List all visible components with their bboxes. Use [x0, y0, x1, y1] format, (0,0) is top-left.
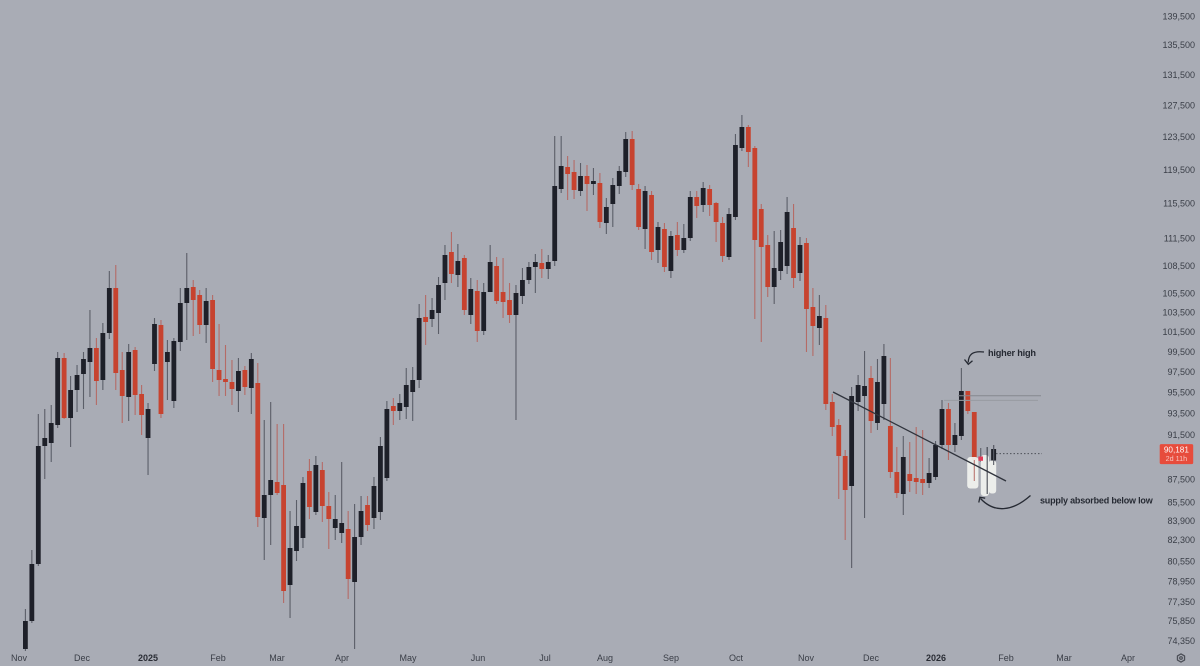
- svg-text:Nov: Nov: [798, 653, 815, 663]
- svg-text:Dec: Dec: [863, 653, 880, 663]
- svg-text:Dec: Dec: [74, 653, 91, 663]
- svg-text:higher high: higher high: [988, 348, 1036, 358]
- svg-text:May: May: [399, 653, 417, 663]
- svg-text:Jul: Jul: [539, 653, 551, 663]
- svg-text:115,500: 115,500: [1163, 199, 1195, 209]
- svg-text:Apr: Apr: [1121, 653, 1135, 663]
- svg-text:77,350: 77,350: [1167, 597, 1195, 607]
- svg-text:Apr: Apr: [335, 653, 349, 663]
- svg-text:101,500: 101,500: [1162, 327, 1195, 337]
- svg-text:Sep: Sep: [663, 653, 679, 663]
- svg-text:75,850: 75,850: [1167, 616, 1195, 626]
- svg-text:78,950: 78,950: [1167, 577, 1195, 587]
- svg-text:Nov: Nov: [11, 653, 28, 663]
- svg-text:135,500: 135,500: [1162, 40, 1195, 50]
- svg-text:99,500: 99,500: [1167, 347, 1195, 357]
- svg-text:139,500: 139,500: [1162, 11, 1195, 21]
- svg-text:93,500: 93,500: [1167, 409, 1195, 419]
- svg-text:91,500: 91,500: [1167, 430, 1195, 440]
- svg-text:85,500: 85,500: [1167, 497, 1195, 507]
- svg-text:108,500: 108,500: [1162, 261, 1195, 271]
- svg-text:80,550: 80,550: [1167, 557, 1195, 567]
- svg-text:Jun: Jun: [471, 653, 486, 663]
- svg-text:87,500: 87,500: [1167, 474, 1195, 484]
- svg-text:105,500: 105,500: [1162, 289, 1195, 299]
- svg-text:123,500: 123,500: [1162, 132, 1195, 142]
- svg-text:supply absorbed below low: supply absorbed below low: [1040, 496, 1154, 506]
- svg-text:127,500: 127,500: [1162, 101, 1195, 111]
- svg-text:Aug: Aug: [597, 653, 613, 663]
- svg-text:Mar: Mar: [269, 653, 285, 663]
- svg-text:Feb: Feb: [998, 653, 1014, 663]
- svg-text:103,500: 103,500: [1162, 308, 1195, 318]
- svg-text:119,500: 119,500: [1163, 165, 1195, 175]
- svg-text:2d 11h: 2d 11h: [1166, 454, 1187, 463]
- svg-text:82,300: 82,300: [1167, 535, 1195, 545]
- svg-text:90,181: 90,181: [1164, 446, 1189, 455]
- svg-text:Feb: Feb: [210, 653, 226, 663]
- svg-text:Oct: Oct: [729, 653, 744, 663]
- svg-text:97,500: 97,500: [1167, 367, 1195, 377]
- svg-text:2025: 2025: [138, 653, 158, 663]
- svg-text:74,350: 74,350: [1167, 636, 1195, 646]
- svg-text:131,500: 131,500: [1162, 70, 1195, 80]
- svg-text:83,900: 83,900: [1167, 516, 1195, 526]
- svg-text:2026: 2026: [926, 653, 946, 663]
- svg-text:95,500: 95,500: [1167, 388, 1195, 398]
- svg-text:Mar: Mar: [1056, 653, 1072, 663]
- svg-text:111,500: 111,500: [1164, 234, 1195, 244]
